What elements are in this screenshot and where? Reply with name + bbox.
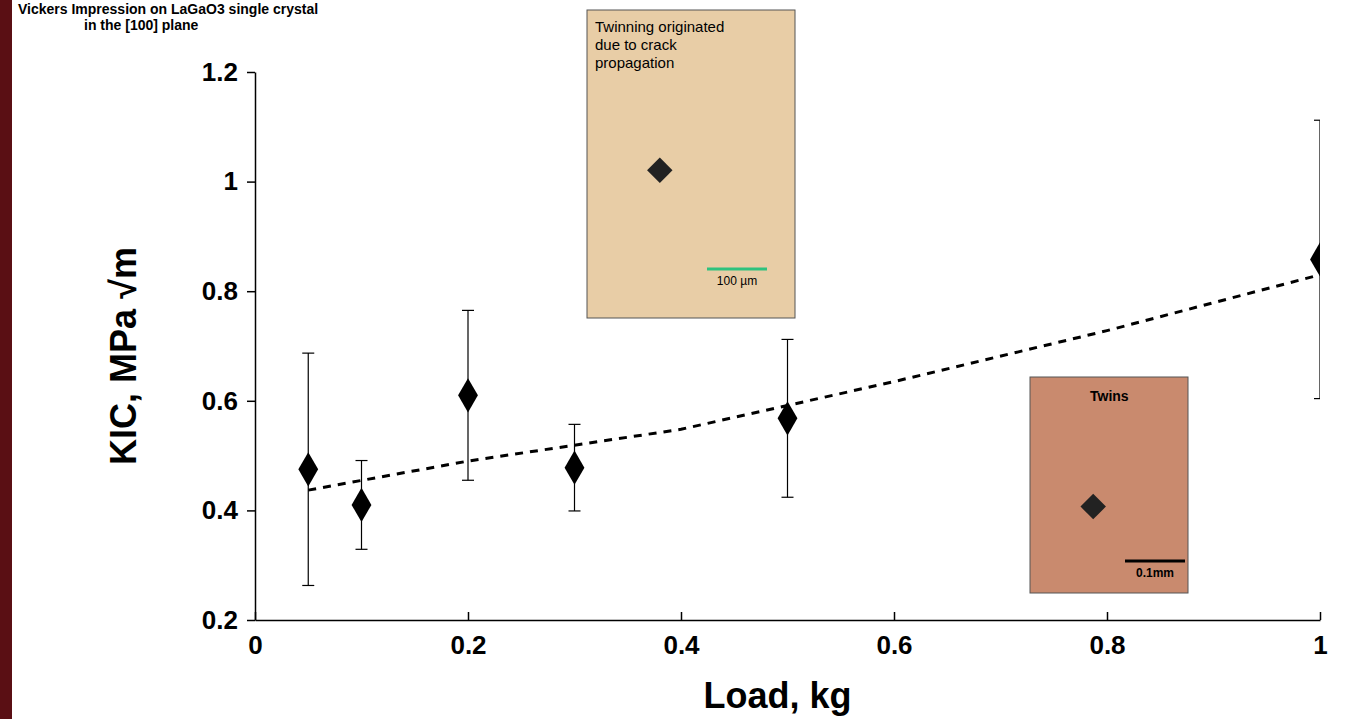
tick-mark [247,72,255,74]
tick: 1 [1313,612,1327,660]
side-strip [0,0,12,719]
axis-line [255,73,257,621]
error-bar-cap [302,585,314,586]
tick-mark [247,181,255,183]
title-line: Vickers Impression on LaGaO3 single crys… [18,1,318,17]
point [1310,242,1320,276]
tick-label: 0.4 [202,495,239,525]
tick-label: 0.8 [1089,630,1125,660]
tick: 0.8 [202,276,255,306]
x-axis-title: Load, kg [703,675,851,716]
tick: 0.6 [202,386,255,416]
scale-bar-label: 100 µm [717,274,757,288]
tick: 0.2 [202,605,255,635]
tick-mark [1320,612,1322,620]
indent [1080,494,1105,519]
tick-label: 0.4 [663,630,700,660]
error-bar-cap [782,497,794,498]
tick-label: 1 [1313,630,1327,660]
error-bar-cap [569,424,581,425]
tick-mark [247,510,255,512]
tick: 0.2 [450,612,486,660]
inset-photo [587,10,795,318]
error-bar-cap [356,549,368,550]
title: Vickers Impression on LaGaO3 single crys… [18,1,318,33]
point [458,378,478,412]
inset-photo [1030,377,1188,593]
tick-mark [468,612,470,620]
error-bar-cap [569,510,581,511]
tick-label: 1.2 [202,57,238,87]
tick-mark [681,612,683,620]
error-bar-cap [356,460,368,461]
tick-mark [247,401,255,403]
inset: Twins 0.1mm [1030,377,1188,593]
tick-label: 0.6 [876,630,912,660]
tick-label: 0 [248,630,262,660]
tick: 0.6 [876,612,912,660]
inset-label: due to crack [595,36,677,53]
tick: 0.4 [663,612,700,660]
tick-label: 0.2 [450,630,486,660]
x-axis: 0 0.2 0.4 0.6 0.8 1 [248,612,1327,660]
point [298,452,318,486]
error-bar-cap [782,339,794,340]
y-axis: 0.2 0.4 0.6 0.8 1 1.2 [202,57,256,635]
tick-mark [247,620,255,622]
inset-label: propagation [595,54,674,71]
scale-bar-label: 0.1mm [1136,566,1174,580]
inset: Twinning originateddue to crackpropagati… [587,10,795,318]
tick-label: 1 [224,166,238,196]
tick: 0.4 [202,495,255,525]
tick-mark [255,612,257,620]
scale-bar [707,268,767,271]
error-bar-cap [462,480,474,481]
inset-label: Twinning originated [595,18,724,35]
point [565,450,585,484]
tick-label: 0.2 [202,605,238,635]
indent [647,157,672,182]
inset-label: Twins [1090,388,1129,404]
error-bar-cap [1314,120,1320,121]
y-axis-title: KIC, MPa √m [103,247,144,465]
tick-label: 0.6 [202,386,238,416]
tick: 0.8 [1089,612,1125,660]
error-bar-cap [462,310,474,311]
tick: 0 [248,612,262,660]
tick-mark [894,612,896,620]
error-bar-cap [302,353,314,354]
point [352,488,372,522]
error-bar-cap [1314,398,1320,399]
title-line: in the [100] plane [84,17,199,33]
tick: 1.2 [202,57,255,87]
tick: 1 [224,166,255,196]
tick-mark [1107,612,1109,620]
tick-label: 0.8 [202,276,238,306]
tick-mark [247,291,255,293]
chart: Vickers Impression on LaGaO3 single crys… [0,0,1346,719]
axis-line [256,620,1321,622]
scale-bar [1125,560,1185,563]
